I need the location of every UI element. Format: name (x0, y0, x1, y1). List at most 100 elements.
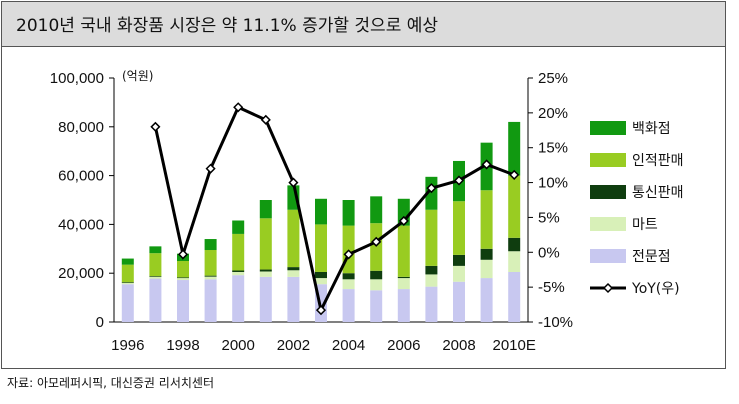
bar-segment (425, 176, 438, 210)
bar-segment (508, 175, 521, 238)
left-tick-label: 0 (96, 314, 104, 331)
bar-segment (177, 280, 189, 322)
yoy-point (288, 177, 299, 188)
bar-segment (149, 276, 162, 277)
legend-label: 통신판매 (632, 185, 684, 201)
yoy-point (177, 249, 189, 260)
right-tick-label: 5% (538, 209, 560, 226)
yoy-point (481, 159, 492, 170)
bar-segment (397, 276, 410, 279)
bar-segment (508, 121, 521, 176)
right-tick-label: -10% (538, 314, 573, 331)
left-tick-label: 80,000 (58, 119, 104, 136)
yoy-point (509, 169, 520, 180)
bar-segment (480, 278, 493, 322)
bar-segment (232, 271, 245, 276)
yoy-point (343, 249, 354, 260)
bar-segment (397, 278, 410, 290)
bar-segment (204, 279, 217, 322)
x-tick-label: 2000 (222, 337, 255, 354)
bar-segment (342, 279, 355, 290)
bar-segment (397, 289, 410, 322)
bar-segment (370, 290, 383, 322)
yoy-point (205, 163, 216, 174)
yoy-point (426, 183, 437, 194)
bar-segment (397, 225, 410, 277)
legend-label: 마트 (632, 217, 658, 233)
x-tick-label: 2008 (442, 337, 475, 354)
bar-segment (425, 209, 438, 266)
bar-segment (121, 264, 134, 283)
legend-label: 인적판매 (632, 153, 684, 169)
bar-segment (121, 284, 134, 322)
bar-segment (149, 278, 162, 322)
bar-segment (259, 271, 272, 277)
legend-label: YoY(우) (631, 281, 680, 297)
x-tick-label: 1998 (166, 337, 199, 354)
bar-segment (480, 248, 493, 260)
legend-swatch (590, 121, 626, 135)
bar-segment (121, 282, 134, 283)
yoy-point (398, 215, 409, 226)
bar-segment (232, 270, 245, 272)
yoy-point (371, 236, 382, 247)
yoy-point (453, 175, 465, 186)
bar-segment (149, 253, 162, 277)
yoy-point (315, 305, 327, 316)
bar-segment (453, 265, 465, 282)
bar-segment (204, 275, 217, 277)
bar-segment (204, 276, 217, 280)
x-tick-label: 2002 (277, 337, 310, 354)
x-tick-label: 1996 (111, 337, 144, 354)
bar-segment (453, 254, 465, 266)
bar-segment (259, 218, 272, 270)
bar-segment (370, 279, 383, 291)
bar-segment (315, 198, 327, 225)
bar-segment (480, 259, 493, 279)
legend-line-marker (602, 282, 614, 294)
bar-segment (287, 267, 300, 271)
right-tick-label: -5% (538, 279, 565, 296)
bar-segment (287, 276, 300, 322)
bar-segment (453, 201, 465, 255)
bar-segment (315, 278, 327, 285)
yoy-point (233, 102, 244, 113)
chart-title: 2010년 국내 화장품 시장은 약 11.1% 증가할 것으로 예상 (16, 16, 439, 36)
bar-segment (425, 274, 438, 287)
bar-segment (259, 200, 272, 219)
bar-segment (177, 277, 189, 279)
bar-segment (480, 190, 493, 249)
x-tick-label: 2006 (387, 337, 420, 354)
bar-segment (232, 275, 245, 322)
bar-segment (508, 251, 521, 272)
bar-segment (342, 273, 355, 280)
bar-segment (259, 276, 272, 322)
bar-segment (149, 246, 162, 254)
legend-label: 백화점 (632, 121, 671, 137)
right-tick-label: 10% (538, 175, 568, 192)
bar-segment (342, 289, 355, 322)
bar-segment (149, 276, 162, 279)
bar-segment (232, 233, 245, 271)
left-tick-label: 60,000 (58, 168, 104, 185)
bar-segment (204, 250, 217, 276)
x-tick-label: 2004 (332, 337, 365, 354)
bar-segment (177, 261, 189, 278)
bar-segment (453, 281, 465, 322)
right-tick-label: 15% (538, 140, 568, 157)
bar-segment (342, 200, 355, 226)
title-bar: 2010년 국내 화장품 시장은 약 11.1% 증가할 것으로 예상 (2, 2, 725, 47)
x-tick-label: 2010E (493, 337, 536, 354)
bar-segment (177, 278, 189, 281)
bar-segment (204, 239, 217, 251)
yoy-line (153, 105, 515, 315)
bar-segment (121, 282, 134, 285)
bar-segment (315, 224, 327, 272)
bar-segment (508, 237, 521, 252)
right-tick-label: 20% (538, 105, 568, 122)
bar-segment (425, 286, 438, 322)
yoy-point (150, 121, 161, 132)
legend-swatch (590, 185, 626, 199)
bar-segment (259, 269, 272, 272)
